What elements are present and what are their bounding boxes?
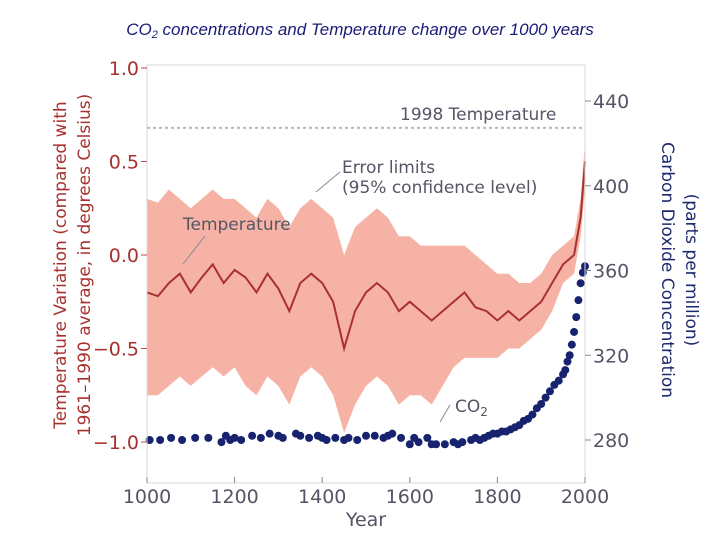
plot-frame	[146, 64, 586, 484]
error-band-layer	[147, 142, 585, 433]
y-right-tick-label: 440	[593, 91, 629, 113]
slide-title: CO2 concentrations and Temperature chang…	[0, 20, 720, 41]
co2-point	[388, 429, 397, 438]
co2-point	[574, 296, 583, 305]
co2-point	[545, 387, 554, 396]
co2-point	[305, 433, 314, 442]
co2-point	[156, 436, 165, 444]
co2-point	[265, 429, 274, 438]
y-left-tick-label: 0.0	[109, 245, 139, 267]
co2-point	[414, 438, 423, 447]
y-left-tick-label: 0.5	[109, 152, 139, 174]
co2-point	[570, 327, 579, 336]
temperature-layer	[146, 161, 586, 353]
x-tick-label: 1800	[473, 486, 521, 508]
co2-point	[397, 433, 406, 442]
error-limits-pointer	[315, 171, 341, 193]
co2-point	[528, 410, 537, 419]
co2-point	[191, 433, 200, 442]
y-right-axis-title-line: (parts per million)	[681, 194, 701, 347]
error-limits-label: Error limits	[342, 158, 435, 178]
y-right-tick-label: 280	[593, 430, 629, 452]
co2-point	[565, 351, 574, 360]
co2-point	[353, 436, 362, 444]
co2-point	[541, 393, 550, 402]
co2-point	[554, 376, 563, 385]
y-left-tick-label: 1.0	[109, 58, 139, 80]
x-tick-label: 1400	[298, 486, 346, 508]
co2-layer	[145, 262, 589, 449]
co2-point	[178, 436, 187, 444]
co2-point	[362, 431, 370, 440]
co2-point	[296, 431, 305, 440]
title-suffix: concentrations and Temperature change ov…	[157, 20, 594, 39]
y-left-tick-label: −0.5	[93, 339, 139, 361]
co2-point	[432, 440, 441, 449]
co2-point	[256, 433, 265, 442]
co2-point	[440, 440, 449, 449]
x-axis-title: Year	[345, 509, 386, 531]
y-left-axis-title-line: Temperature Variation (compared with	[51, 101, 71, 429]
reference-line-label: 1998 Temperature	[400, 105, 556, 125]
co2-point	[248, 431, 257, 440]
y-left-axis-title-line: 1961–1990 average, in degrees Celsius)	[75, 94, 95, 436]
co2-point	[331, 433, 340, 442]
co2-point	[561, 366, 570, 375]
labels-layer: Year Temperature Variation (compared with…	[51, 94, 701, 531]
co2-point	[230, 433, 239, 442]
x-tick-label: 1600	[386, 486, 434, 508]
co2-point	[537, 399, 546, 408]
y-right-tick-label: 400	[593, 176, 629, 198]
co2-series-label: CO2	[455, 397, 488, 419]
co2-point	[217, 438, 226, 447]
co2-point	[423, 433, 432, 442]
error-limits-sublabel: (95% confidence level)	[342, 178, 537, 198]
title-prefix: CO	[126, 20, 152, 39]
co2-point	[344, 433, 353, 442]
co2-point	[322, 436, 331, 444]
y-right-axis-title-line: Carbon Dioxide Concentration	[657, 142, 677, 398]
x-tick-label: 1200	[210, 486, 258, 508]
co2-point	[278, 433, 287, 442]
co2-point	[204, 433, 213, 442]
temperature-line	[146, 161, 586, 353]
y-right-tick-label: 320	[593, 345, 629, 367]
x-tick-label: 1000	[123, 486, 171, 508]
co2-point	[145, 436, 154, 444]
error-band	[147, 142, 585, 433]
co2-point	[572, 313, 581, 322]
co2-point	[563, 357, 572, 366]
co2-point	[167, 433, 176, 442]
co2-point	[370, 431, 379, 440]
co2-label-pointer	[439, 404, 451, 423]
y-right-tick-label: 360	[593, 261, 629, 283]
co2-point	[458, 438, 467, 447]
temperature-label-pointer	[182, 235, 206, 265]
y-left-tick-label: −1.0	[93, 432, 139, 454]
co2-point	[237, 436, 246, 444]
title-subscript: 2	[151, 29, 158, 41]
co2-point	[576, 279, 585, 288]
x-tick-label: 2000	[561, 486, 609, 508]
co2-point	[567, 340, 576, 349]
co2-point	[405, 440, 414, 449]
temperature-series-label: Temperature	[182, 215, 291, 235]
axes-layer: 1000 1200 1400 1600 1800 2000 1.0 0.5 0.0 −0.5 −1.…	[93, 58, 629, 508]
